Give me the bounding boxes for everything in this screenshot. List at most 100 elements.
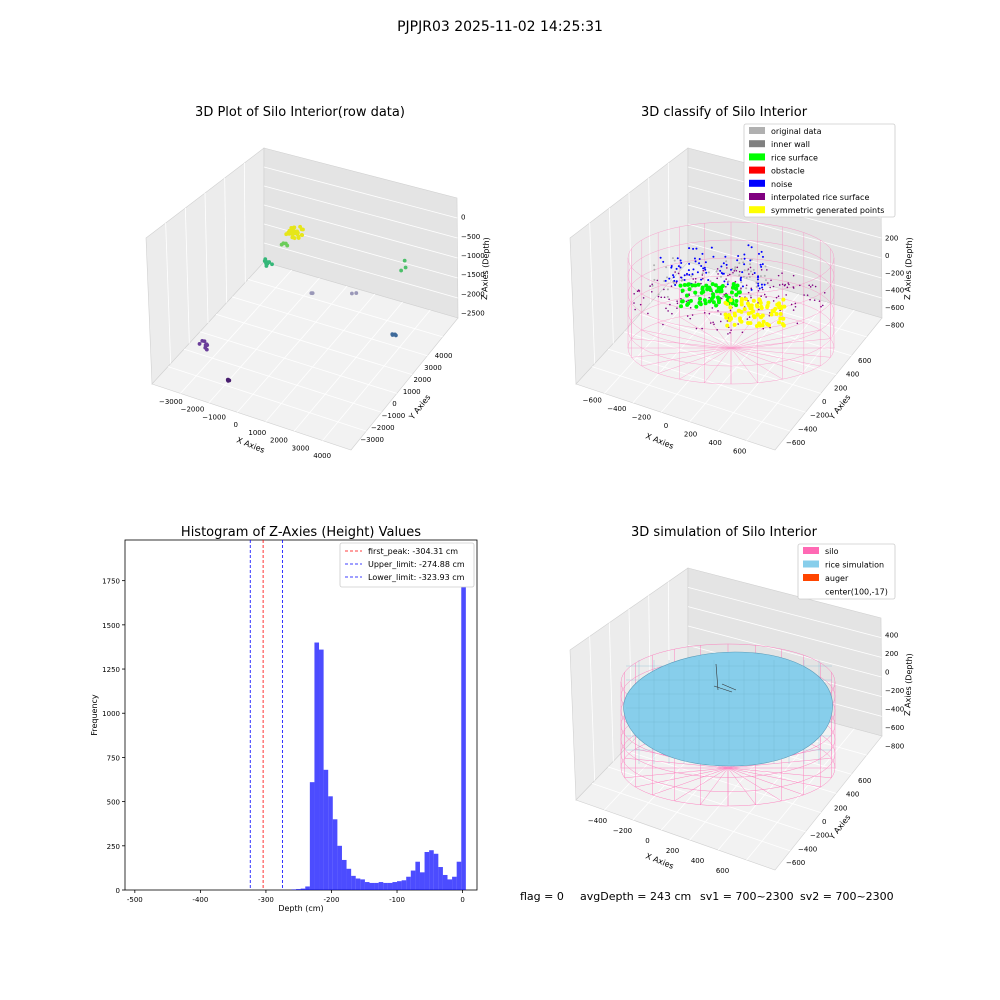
classify-point (792, 274, 795, 277)
classify-point (761, 319, 766, 324)
x-tick-label: -500 (127, 896, 143, 904)
histogram-bar (305, 886, 310, 890)
cls-ztick-label: −400 (885, 287, 904, 295)
classify-point (725, 298, 730, 303)
classify-point (657, 293, 660, 296)
classify-point (725, 278, 727, 280)
grid-line (183, 348, 382, 413)
classify-point (739, 288, 742, 291)
histogram-bar (383, 882, 388, 890)
classify-point (729, 332, 731, 334)
classify-point (691, 273, 694, 276)
classify-point (700, 287, 705, 292)
classify-point (686, 301, 691, 306)
classify-point (745, 284, 748, 287)
grid-line (746, 309, 855, 441)
classify-point (653, 264, 656, 267)
classify-point (672, 274, 675, 277)
grid-line (623, 331, 821, 394)
classify-point (794, 305, 797, 308)
histogram-bar (364, 882, 370, 890)
silo-spoke (730, 313, 758, 349)
classify-point (762, 327, 765, 330)
y-tick-label: 1750 (102, 578, 120, 586)
legend-label: inner wall (771, 140, 810, 149)
classify-point (675, 267, 678, 270)
classify-point (651, 283, 654, 286)
classify-point (734, 266, 737, 269)
legend-swatch (749, 140, 765, 148)
classify-legend: original data inner wall rice surface obsta… (743, 123, 896, 218)
classify-point (734, 299, 739, 304)
classify-point (653, 278, 656, 281)
classify-point (685, 272, 688, 275)
classify-point (690, 283, 695, 288)
classify-point (672, 276, 675, 279)
classify-point (708, 296, 710, 299)
classify-point (703, 266, 706, 269)
classify-point (734, 292, 739, 297)
grid-line (623, 749, 821, 813)
legend-label: symmetric generated points (771, 206, 884, 215)
raw-data-point (225, 377, 230, 382)
silo-spoke (730, 347, 821, 367)
classify-point (666, 288, 669, 291)
sim-ytick-label: −400 (798, 845, 817, 853)
cls-ytick-label: −400 (798, 425, 817, 433)
sim-ztick-label: 400 (885, 631, 898, 639)
panel-histogram: Histogram of Z-Axies (Height) Values -50… (90, 525, 478, 913)
classify-point (732, 311, 737, 316)
classify-point (820, 305, 822, 308)
silo-spoke (641, 329, 732, 349)
classify-point (739, 279, 742, 282)
raw-title: 3D Plot of Silo Interior(row data) (195, 105, 405, 120)
classify-point (702, 269, 705, 272)
raw-xtick-label: −2000 (181, 406, 205, 414)
histogram-plot-area (124, 539, 478, 891)
classify-ylabel: Y Axies (827, 393, 853, 422)
classify-point (784, 283, 787, 286)
sim-ztick-label: −400 (885, 706, 904, 714)
legend-label: Upper_limit: -274.88 cm (368, 560, 465, 569)
classify-point (758, 308, 760, 311)
grid-line (247, 279, 443, 338)
classify-point (699, 290, 704, 295)
classify-point (668, 277, 671, 280)
classify-point (769, 286, 771, 289)
silo-spoke (635, 767, 729, 788)
raw-data-point (349, 291, 354, 296)
cls-ytick-label: 400 (846, 371, 859, 379)
classify-point (666, 295, 669, 298)
classify-point (686, 282, 691, 287)
classify-point (701, 272, 704, 275)
histogram-xlabel: Depth (cm) (278, 904, 323, 913)
classify-point (698, 296, 703, 301)
classify-point (749, 270, 752, 273)
classify-point (669, 303, 671, 306)
classify-point (680, 279, 683, 282)
silo-spoke (727, 767, 832, 779)
classify-point (737, 290, 742, 295)
classify-point (689, 317, 692, 320)
classify-point (698, 262, 701, 265)
classify-point (707, 271, 710, 274)
histogram-bar (300, 888, 306, 890)
classify-point (727, 333, 729, 335)
rice-surface (623, 651, 833, 767)
histogram-bar (424, 851, 430, 890)
classify-point (673, 279, 676, 282)
classify-point (790, 303, 793, 306)
silo-spoke (704, 347, 732, 383)
sim-ztick-label: 0 (885, 668, 889, 676)
classify-point (772, 300, 775, 302)
classify-point (773, 306, 778, 311)
classify-point (769, 312, 774, 317)
classify-point (749, 310, 754, 315)
raw-data-point (296, 234, 301, 239)
silo-spoke (727, 767, 821, 788)
raw-data-point (291, 235, 295, 240)
classify-point (739, 302, 744, 307)
classify-point (748, 276, 751, 279)
classify-point (748, 273, 750, 275)
classify-point (761, 288, 764, 291)
